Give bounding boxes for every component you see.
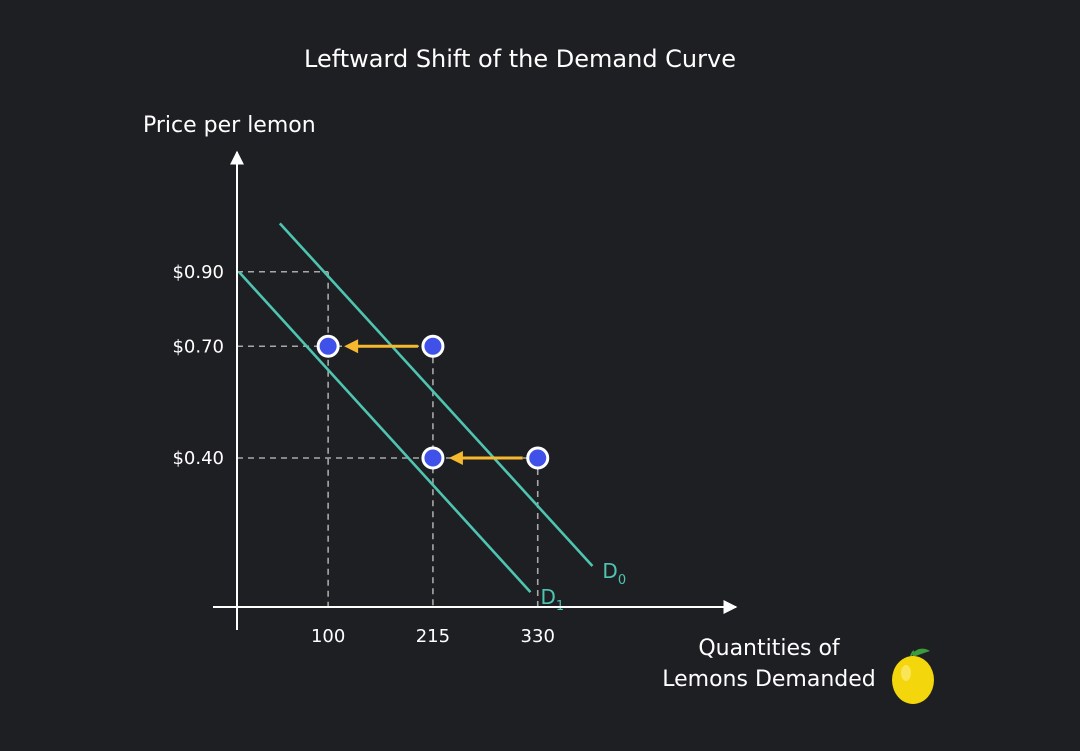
y-tick-label-1: $0.70 xyxy=(172,336,224,357)
demand-curves: D0 D1 xyxy=(237,222,626,614)
curve-d1 xyxy=(237,270,532,593)
y-axis-label: Price per lemon xyxy=(143,113,316,138)
x-tick-label-2: 330 xyxy=(521,626,555,647)
lemon-icon xyxy=(892,648,934,704)
shift-arrows xyxy=(344,339,523,465)
curve-label-d0: D0 xyxy=(602,559,626,588)
shift-arrow-0 xyxy=(344,339,418,354)
shift-arrow-1 xyxy=(448,451,523,465)
y-tick-label-2: $0.40 xyxy=(172,448,224,469)
x-axis-label-line-2: Lemons Demanded xyxy=(662,667,876,692)
x-tick-label-1: 215 xyxy=(416,626,450,647)
marker-2 xyxy=(421,446,445,470)
curve-label-d1: D1 xyxy=(540,585,564,614)
x-axis-label-line-1: Quantities of xyxy=(698,636,841,661)
marker-0 xyxy=(316,334,340,358)
tick-labels: $0.90 $0.70 $0.40 100 215 330 xyxy=(172,262,554,647)
guide-lines xyxy=(237,270,539,607)
x-tick-label-0: 100 xyxy=(311,626,345,647)
y-tick-label-0: $0.90 xyxy=(172,262,224,283)
marker-1 xyxy=(421,334,445,358)
equilibrium-markers xyxy=(316,334,550,470)
curve-d0 xyxy=(278,222,594,567)
chart-title: Leftward Shift of the Demand Curve xyxy=(304,45,736,73)
marker-3 xyxy=(526,446,550,470)
